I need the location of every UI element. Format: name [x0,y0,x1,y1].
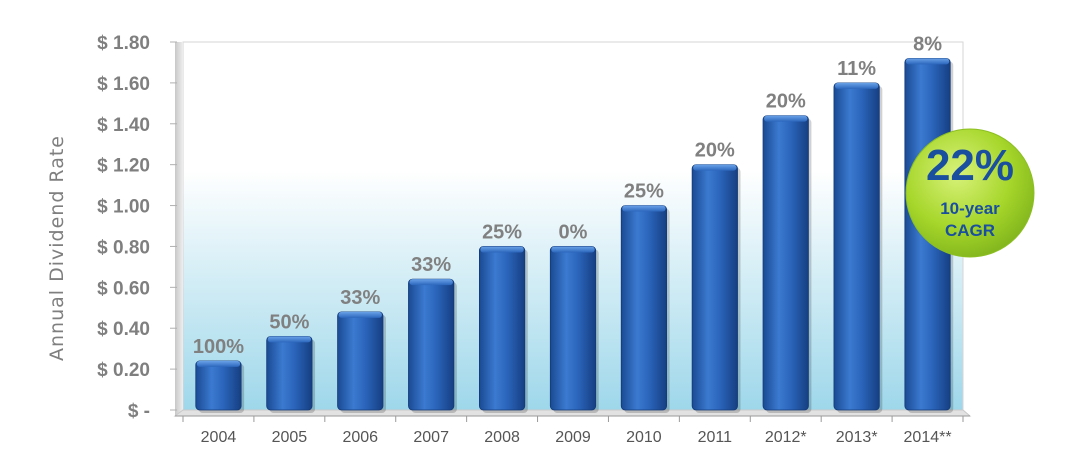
y-axis-label: Annual Dividend Rate [46,135,68,361]
y-tick-label: $ 0.80 [97,237,150,258]
x-tick-label: 2007 [413,429,449,446]
y-tick-label: $ 1.40 [97,115,150,136]
data-label: 8% [913,33,942,55]
bar-top [622,205,666,212]
cagr-badge-circle [905,128,1035,258]
data-label: 33% [411,254,451,276]
y-tick-label: $ 0.40 [97,319,150,340]
bar-top [905,58,950,65]
bar [833,82,880,411]
x-tick-label: 2009 [555,429,591,446]
bar-top [834,82,879,89]
x-tick-label: 2014** [904,429,952,446]
cagr-value: 22% [926,141,1014,190]
data-label: 0% [559,221,588,243]
bar [478,246,526,411]
bar-top [196,360,241,367]
y-axis-ticks: $ - $ 0.20 $ 0.40 $ 0.60 $ 0.80 $ 1.00 $ 1.20 $… [97,33,177,422]
cagr-badge: 22% 10-year CAGR [905,128,1035,258]
bar-top [693,164,737,171]
bar-top [764,115,808,122]
y-tick-label: $ 0.60 [97,278,150,299]
bar [408,278,455,411]
x-tick-label: 2011 [698,429,733,446]
x-tick-label: 2013* [836,429,878,446]
bar [762,115,809,411]
bar-top [338,311,382,318]
bar-top [267,336,312,343]
x-tick-label: 2010 [626,429,662,446]
x-tick-label: 2005 [272,429,308,446]
data-label: 20% [695,140,735,162]
bar-top [480,246,524,253]
bar [195,360,242,411]
x-tick-label: 2008 [484,429,520,446]
bar [620,205,668,411]
bar-top [409,279,453,286]
data-label: 25% [482,221,522,243]
bar [266,335,313,411]
x-tick-label: 2006 [342,429,378,446]
y-tick-label: $ - [128,401,150,422]
cagr-line1: 10-year [940,199,1000,218]
y-tick-label: $ 1.00 [97,197,150,218]
bar [549,246,597,411]
cagr-line2: CAGR [945,221,995,240]
data-label: 25% [624,181,664,203]
x-axis-ticks: 2004 2005 2006 2007 2008 2009 2010 2011 2012* 201… [182,416,964,446]
y-tick-label: $ 1.60 [97,74,150,95]
x-tick-label: 2004 [201,429,237,446]
data-label: 20% [766,91,806,113]
bar [691,164,738,411]
bar [337,311,384,411]
data-label: 11% [837,58,876,80]
plot-side-wall [175,42,183,416]
y-tick-label: $ 1.80 [97,33,150,54]
bar-top [551,246,595,253]
x-tick-label: 2012* [765,429,807,446]
data-label: 33% [340,287,380,309]
y-tick-label: $ 1.20 [97,156,150,177]
data-label: 50% [269,311,309,333]
data-label: 100% [193,336,244,358]
y-tick-label: $ 0.20 [97,360,150,381]
